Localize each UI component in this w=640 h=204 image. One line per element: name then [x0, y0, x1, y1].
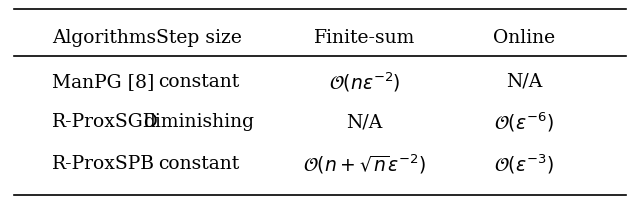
Text: Step size: Step size	[156, 29, 242, 47]
Text: N/A: N/A	[506, 73, 542, 91]
Text: constant: constant	[158, 155, 239, 173]
Text: R-ProxSGD: R-ProxSGD	[52, 113, 159, 131]
Text: N/A: N/A	[346, 113, 383, 131]
Text: ManPG [8]: ManPG [8]	[52, 73, 155, 91]
Text: Finite-sum: Finite-sum	[314, 29, 415, 47]
Text: $\mathcal{O}(\epsilon^{-6})$: $\mathcal{O}(\epsilon^{-6})$	[494, 110, 554, 134]
Text: Online: Online	[493, 29, 555, 47]
Text: $\mathcal{O}(\epsilon^{-3})$: $\mathcal{O}(\epsilon^{-3})$	[494, 153, 554, 176]
Text: $\mathcal{O}(n\epsilon^{-2})$: $\mathcal{O}(n\epsilon^{-2})$	[329, 70, 401, 94]
Text: Algorithms: Algorithms	[52, 29, 157, 47]
Text: R-ProxSPB: R-ProxSPB	[52, 155, 156, 173]
Text: $\mathcal{O}(n + \sqrt{n}\epsilon^{-2})$: $\mathcal{O}(n + \sqrt{n}\epsilon^{-2})$	[303, 153, 426, 176]
Text: diminishing: diminishing	[143, 113, 255, 131]
Text: constant: constant	[158, 73, 239, 91]
